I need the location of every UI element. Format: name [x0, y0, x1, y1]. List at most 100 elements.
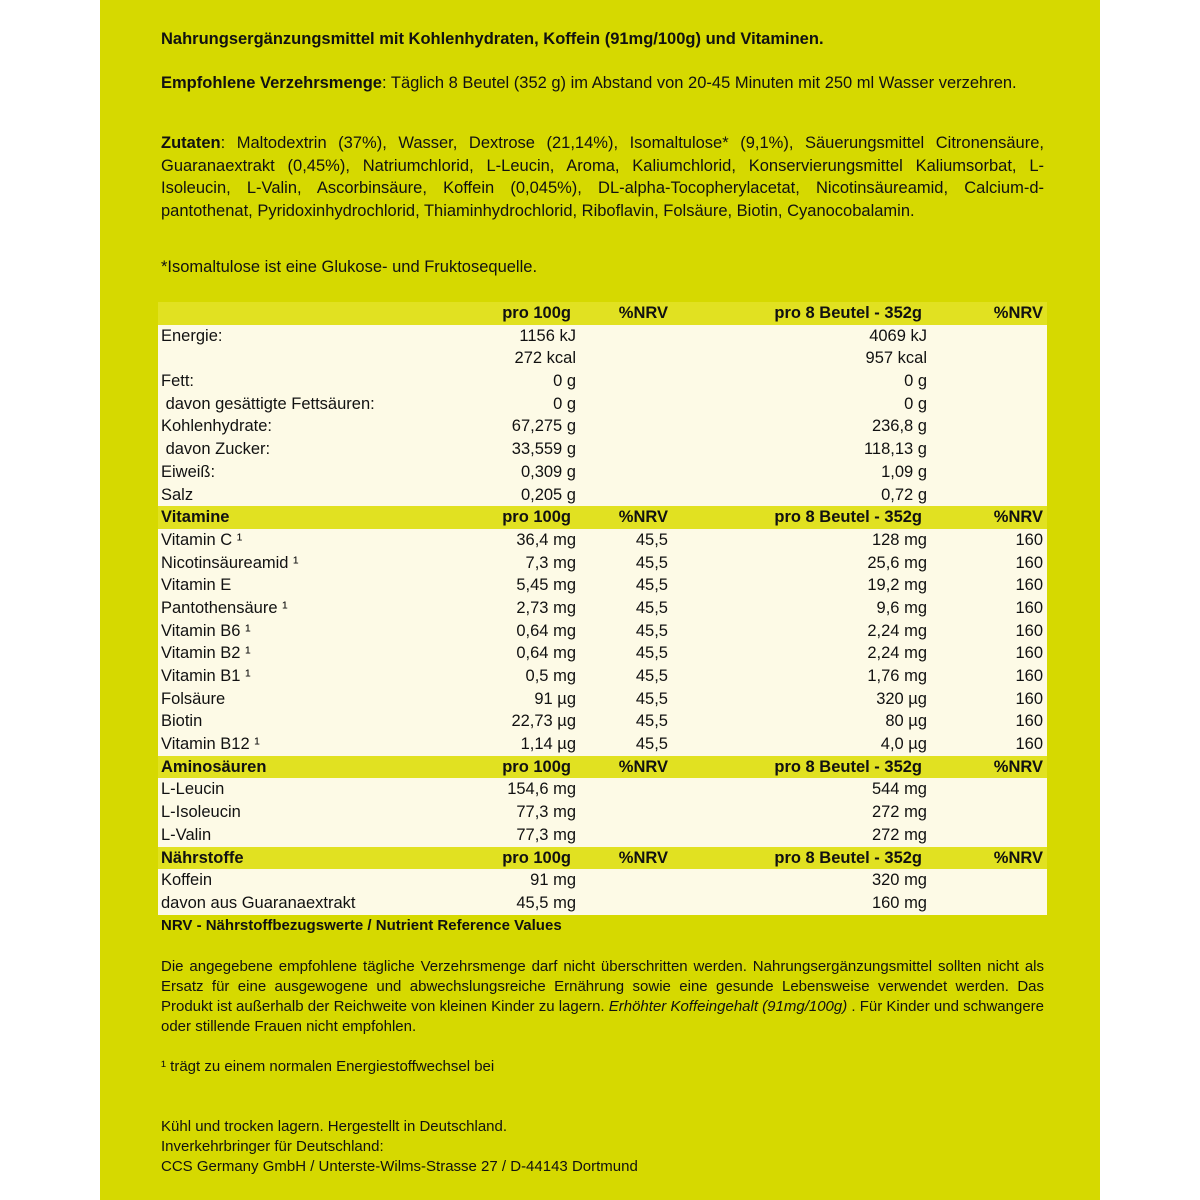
- isomaltulose-note: *Isomaltulose ist eine Glukose- und Fruk…: [161, 258, 538, 276]
- nutrient-name: Vitamin B2 ¹: [161, 644, 251, 663]
- table-row: davon aus Guaranaextrakt 45,5 mg 160 mg: [158, 891, 1047, 915]
- table-row: Vitamin B6 ¹ 0,64 mg 45,5 2,24 mg 160: [158, 619, 1047, 643]
- nrv-per-352g: 160: [1015, 553, 1043, 572]
- storage-text: Kühl und trocken lagern. Hergestellt in …: [161, 1118, 508, 1135]
- nutrient-name: Vitamin B1 ¹: [161, 667, 251, 685]
- value-per-100g: pro 100g: [502, 508, 571, 527]
- nutrient-name: L-Leucin: [161, 780, 225, 799]
- value-per-100g: 36,4 mg: [516, 530, 576, 549]
- nutrient-name: L-Isoleucin: [161, 803, 241, 822]
- nrv-per-352g: 160: [1015, 667, 1043, 685]
- value-per-352g: 9,6 mg: [876, 598, 927, 617]
- table-header-row: Nährstoffe pro 100g %NRV pro 8 Beutel - 352…: [158, 846, 1047, 870]
- nrv-per-100g: 45,5: [635, 598, 668, 617]
- nrv-per-352g: %NRV: [993, 848, 1043, 867]
- nrv-per-100g: %NRV: [618, 848, 668, 867]
- nutrient-name: Folsäure: [161, 689, 226, 708]
- warning-text: Die angegebene empfohlene tägliche Verze…: [161, 957, 1044, 1037]
- nrv-per-352g: 160: [1015, 689, 1043, 708]
- value-per-100g: 22,73 µg: [511, 712, 576, 731]
- value-per-100g: 2,73 mg: [516, 598, 576, 617]
- value-per-352g: pro 8 Beutel - 352g: [774, 508, 922, 527]
- value-per-352g: 4,0 µg: [880, 735, 927, 754]
- nrv-per-100g: %NRV: [618, 757, 668, 776]
- value-per-100g: 91 mg: [530, 871, 576, 890]
- nutrient-name: Vitamin E: [161, 576, 232, 595]
- value-per-352g: 0 g: [904, 372, 927, 391]
- nutrient-name: Fett:: [161, 372, 195, 391]
- caffeine-warning: Erhöhter Koffeingehalt (91mg/100g): [608, 998, 848, 1015]
- dosage-label: Empfohlene Verzehrsmenge: [161, 74, 382, 92]
- table-row: 272 kcal 957 kcal: [158, 347, 1047, 371]
- nrv-per-352g: 160: [1015, 576, 1043, 595]
- nutrient-name: Vitamin C ¹: [161, 530, 243, 549]
- value-per-100g: 0,5 mg: [525, 667, 576, 685]
- value-per-100g: 272 kcal: [514, 349, 576, 368]
- dosage-text: Empfohlene Verzehrsmenge: Täglich 8 Beut…: [161, 72, 1044, 95]
- value-per-352g: 2,24 mg: [867, 621, 927, 640]
- value-per-100g: 154,6 mg: [507, 780, 576, 799]
- nrv-note: NRV - Nährstoffbezugswerte / Nutrient Re…: [161, 917, 562, 934]
- nutrition-table: pro 100g %NRV pro 8 Beutel - 352g %NRV Energ…: [158, 302, 1047, 915]
- value-per-352g: 320 mg: [871, 871, 927, 890]
- warning-main: Die angegebene empfohlene tägliche Verze…: [161, 958, 1044, 1015]
- value-per-352g: 320 µg: [876, 689, 927, 708]
- value-per-352g: 0,72 g: [881, 485, 927, 504]
- value-per-100g: 77,3 mg: [516, 803, 576, 822]
- distributor-label: Inverkehrbringer für Deutschland:: [161, 1138, 384, 1155]
- value-per-352g: 25,6 mg: [867, 553, 927, 572]
- table-header-row: Vitamine pro 100g %NRV pro 8 Beutel - 352g%…: [158, 506, 1047, 529]
- table-row: L-Leucin 154,6 mg 544 mg: [158, 778, 1047, 802]
- value-per-352g: 272 mg: [871, 825, 927, 844]
- ingredients-value: : Maltodextrin (37%), Wasser, Dextrose (…: [161, 134, 1044, 220]
- ingredients-label: Zutaten: [161, 134, 221, 152]
- table-row: davon gesättigte Fettsäuren: 0 g 0 g: [158, 392, 1047, 416]
- table-row: Fett: 0 g 0 g: [158, 370, 1047, 393]
- table-row: L-Isoleucin 77,3 mg 272 mg: [158, 801, 1047, 824]
- table-row: davon Zucker: 33,559 g 118,13 g: [158, 438, 1047, 461]
- value-per-100g: 91 µg: [534, 689, 576, 708]
- nutrient-name: Vitamin B12 ¹: [161, 735, 260, 754]
- table-row: Pantothensäure ¹ 2,73 mg 45,5 9,6 mg 160: [158, 596, 1047, 620]
- nutrient-name: Aminosäuren: [161, 757, 267, 776]
- nrv-per-100g: %NRV: [618, 304, 668, 322]
- nutrient-name: Pantothensäure ¹: [161, 598, 288, 617]
- nrv-per-100g: 45,5: [635, 553, 668, 572]
- table-header-row: Aminosäuren pro 100g %NRV pro 8 Beutel - 35…: [158, 755, 1047, 779]
- value-per-352g: 2,24 mg: [867, 644, 927, 663]
- nrv-per-100g: 45,5: [635, 644, 668, 663]
- table-row: Vitamin B1 ¹ 0,5 mg 45,5 1,76 mg 160: [158, 665, 1047, 688]
- footnote: ¹ trägt zu einem normalen Energiestoffwe…: [161, 1058, 495, 1075]
- value-per-100g: 67,275 g: [511, 417, 576, 436]
- value-per-100g: 1156 kJ: [519, 326, 576, 345]
- table-row: Eiweiß: 0,309 g 1,09 g: [158, 460, 1047, 484]
- value-per-100g: pro 100g: [502, 304, 571, 322]
- value-per-100g: 0,205 g: [520, 485, 576, 504]
- nrv-per-100g: 45,5: [635, 576, 668, 595]
- value-per-352g: pro 8 Beutel - 352g: [774, 304, 922, 322]
- nutrient-name: Vitamin B6 ¹: [161, 621, 251, 640]
- table-row: Energie: 1156 kJ 4069 kJ: [158, 324, 1047, 348]
- nutrient-name: Koffein: [161, 871, 213, 890]
- value-per-352g: pro 8 Beutel - 352g: [774, 757, 922, 776]
- table-row: Vitamin B12 ¹ 1,14 µg 45,5 4,0 µg 160: [158, 733, 1047, 756]
- table-row: Vitamin E 5,45 mg 45,5 19,2 mg 160: [158, 574, 1047, 597]
- table-row: Nicotinsäureamid ¹ 7,3 mg 45,5 25,6 mg 160: [158, 551, 1047, 575]
- nrv-per-352g: 160: [1015, 530, 1043, 549]
- table-row: Folsäure 91 µg 45,5 320 µg 160: [158, 687, 1047, 711]
- table-row: Vitamin B2 ¹ 0,64 mg 45,5 2,24 mg 160: [158, 642, 1047, 665]
- nrv-per-352g: %NRV: [993, 304, 1043, 322]
- table-row: Salz 0,205 g 0,72 g: [158, 483, 1047, 507]
- product-description: Nahrungsergänzungsmittel mit Kohlenhydra…: [161, 30, 824, 48]
- dosage-value: : Täglich 8 Beutel (352 g) im Abstand vo…: [382, 74, 1017, 92]
- nutrient-name: Biotin: [161, 712, 203, 731]
- nutrient-name: Salz: [161, 485, 194, 504]
- table-row: Koffein 91 mg 320 mg: [158, 869, 1047, 892]
- value-per-100g: 0 g: [553, 394, 576, 413]
- value-per-352g: 4069 kJ: [869, 326, 927, 345]
- value-per-100g: 0,309 g: [520, 462, 576, 481]
- value-per-352g: pro 8 Beutel - 352g: [774, 848, 922, 867]
- table-header-row: pro 100g %NRV pro 8 Beutel - 352g %NRV: [158, 302, 1047, 325]
- value-per-352g: 272 mg: [871, 803, 927, 822]
- nrv-per-100g: 45,5: [635, 667, 668, 685]
